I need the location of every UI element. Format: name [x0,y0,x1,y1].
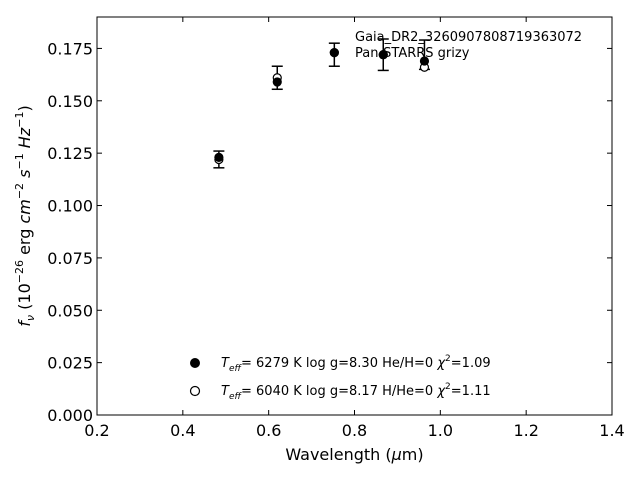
legend-2-comp: H/He=0 [382,384,433,399]
legend-1-chi: =1.09 [451,356,491,371]
y-tick-label-6: 0.150 [47,92,93,111]
x-tick-label-3: 0.8 [342,421,367,440]
annotation-survey: Pan-STARRS grizy [355,46,470,61]
x-tick-label-1: 0.4 [170,421,195,440]
data-points [214,48,430,165]
series-1-point-0 [214,152,224,162]
series-1-point-3 [378,50,388,60]
legend-1-logg: log g=8.30 [306,356,378,371]
series-1-point-1 [272,77,282,87]
legend-2-teff: 6040 K [256,384,302,399]
legend-1-teff: 6279 K [256,356,302,371]
legend-2-chi: =1.11 [451,384,491,399]
y-tick-label-0: 0.000 [47,406,93,425]
y-tick-label-1: 0.025 [47,354,93,373]
x-tick-label-5: 1.2 [513,421,538,440]
plot-area [96,16,613,416]
legend-entry-filled: Teff= 6279 K log g=8.30 He/H=0 χ2=1.09 [221,354,491,374]
y-tick-label-7: 0.175 [47,39,93,58]
legend: Teff= 6279 K log g=8.30 He/H=0 χ2=1.09 T… [189,354,491,402]
x-tick-label-2: 0.6 [256,421,281,440]
x-axis-label: Wavelength (μm) [285,445,423,464]
x-tick-label-0: 0.2 [84,421,109,440]
y-tick-label-2: 0.050 [47,301,93,320]
legend-1-comp: He/H=0 [382,356,433,371]
series-1-point-4 [419,56,430,66]
legend-entry-open: Teff= 6040 K log g=8.17 H/He=0 χ2=1.11 [221,382,491,402]
y-tick-label-3: 0.075 [47,249,93,268]
y-tick-label-4: 0.100 [47,197,93,216]
x-tick-label-6: 1.4 [599,421,624,440]
y-axis-label: fν (10−26 erg cm−2 s−1 Hz−1) [13,105,37,326]
y-axis-ticks: 0.000 0.025 0.050 0.075 0.100 0.125 0.150 0.175 [47,39,612,425]
x-tick-label-4: 1.0 [428,421,453,440]
legend-marker-open [189,385,201,397]
annotation-object-id: Gaia_DR2_3260907808719363072 [355,30,582,45]
series-1-point-2 [329,48,339,58]
legend-2-logg: log g=8.17 [306,384,378,399]
x-axis-ticks: 0.2 0.4 0.6 0.8 1.0 1.2 1.4 [84,17,625,440]
y-tick-label-5: 0.125 [47,144,93,163]
legend-marker-filled [190,358,200,368]
